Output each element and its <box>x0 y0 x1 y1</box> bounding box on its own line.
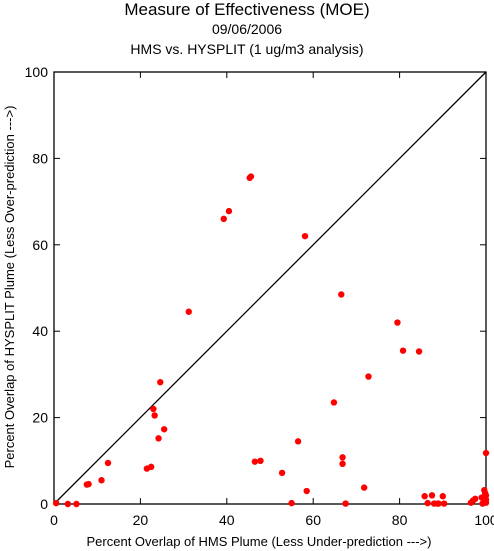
data-point <box>85 480 92 488</box>
data-point <box>294 438 302 445</box>
data-point <box>330 399 338 406</box>
data-point <box>479 500 486 507</box>
data-point <box>220 215 227 223</box>
data-point <box>339 454 346 461</box>
y-axis-label: Percent Overlap of HYSPLIT Plume (Less O… <box>2 106 17 469</box>
data-point <box>98 477 105 484</box>
data-point <box>288 499 295 507</box>
data-point <box>342 500 349 507</box>
data-point <box>303 487 310 495</box>
data-point <box>150 405 157 413</box>
data-point <box>155 435 162 442</box>
data-point <box>148 463 155 471</box>
plot-frame <box>53 71 487 505</box>
data-point <box>360 484 368 491</box>
data-point <box>415 348 423 355</box>
x-tick-label: 80 <box>392 512 408 528</box>
data-point <box>421 493 428 500</box>
data-point <box>435 500 442 507</box>
data-point <box>278 469 286 477</box>
reference-diagonal-line <box>53 71 487 505</box>
x-tick-label: 0 <box>50 512 58 528</box>
data-point <box>247 173 255 180</box>
data-point <box>301 232 309 240</box>
chart-date: 09/06/2006 <box>211 21 283 37</box>
x-tick-label: 40 <box>219 512 235 528</box>
y-tick-label: 100 <box>25 64 49 80</box>
data-point <box>424 499 431 507</box>
chart-subtitle: HMS vs. HYSPLIT (1 ug/m3 analysis) <box>130 41 364 57</box>
data-point <box>151 412 158 419</box>
data-point <box>472 495 479 503</box>
data-point <box>439 493 446 500</box>
data-point <box>365 373 372 380</box>
data-point <box>64 500 72 508</box>
data-point <box>339 460 346 468</box>
data-point <box>104 459 112 467</box>
data-point <box>157 378 164 386</box>
y-tick-label: 60 <box>32 237 48 253</box>
x-tick-label: 100 <box>474 512 494 528</box>
data-points <box>52 173 490 508</box>
data-point <box>73 500 80 508</box>
data-point <box>428 492 436 499</box>
data-point <box>399 347 407 354</box>
data-point <box>257 457 264 464</box>
data-point <box>225 207 233 215</box>
y-tick-label: 80 <box>32 150 48 166</box>
y-tick-label: 0 <box>40 496 48 512</box>
y-tick-label: 20 <box>32 410 48 426</box>
data-point <box>251 458 259 465</box>
x-tick-label: 60 <box>305 512 321 528</box>
data-point <box>160 426 168 433</box>
x-axis-label: Percent Overlap of HMS Plume (Less Under… <box>87 534 432 549</box>
chart-title: Measure of Effectiveness (MOE) <box>124 0 370 19</box>
data-point <box>338 291 345 298</box>
x-tick-label: 20 <box>133 512 149 528</box>
data-point <box>185 308 192 315</box>
data-point <box>394 319 401 326</box>
data-point <box>440 500 448 507</box>
data-point <box>482 449 490 457</box>
y-tick-label: 40 <box>32 323 48 339</box>
data-point <box>52 499 60 507</box>
